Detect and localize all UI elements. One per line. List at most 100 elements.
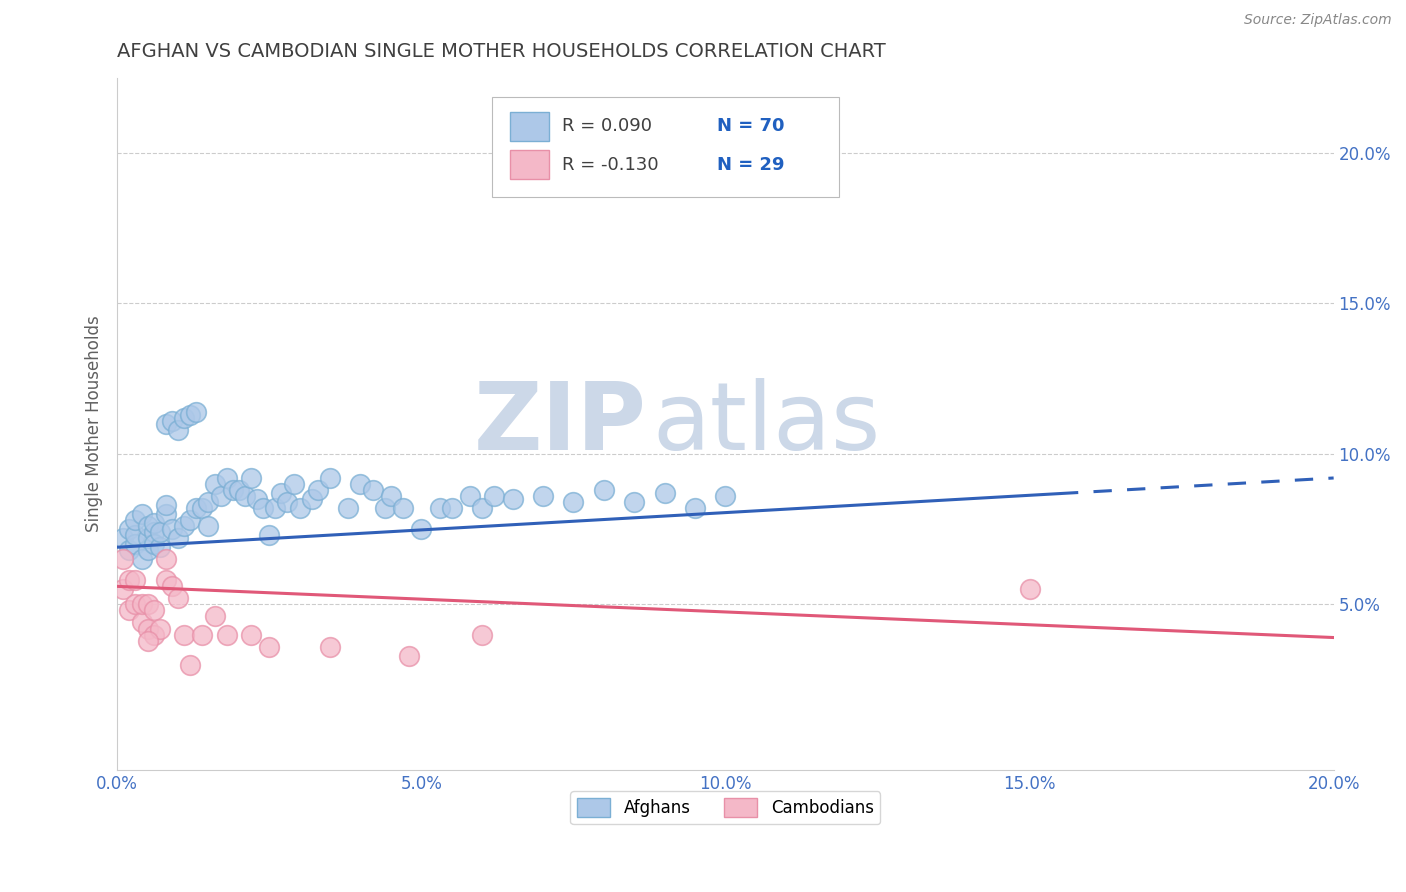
Point <box>131 615 153 630</box>
Point <box>623 495 645 509</box>
Point <box>124 537 146 551</box>
Point <box>142 525 165 540</box>
Point <box>131 598 153 612</box>
Point <box>361 483 384 497</box>
Text: R = -0.130: R = -0.130 <box>562 156 659 174</box>
Point <box>264 501 287 516</box>
Point <box>197 519 219 533</box>
Point <box>160 522 183 536</box>
Point <box>429 501 451 516</box>
Point <box>173 519 195 533</box>
Text: AFGHAN VS CAMBODIAN SINGLE MOTHER HOUSEHOLDS CORRELATION CHART: AFGHAN VS CAMBODIAN SINGLE MOTHER HOUSEH… <box>117 42 886 61</box>
Point <box>683 501 706 516</box>
Point <box>270 486 292 500</box>
Point <box>240 627 263 641</box>
Point <box>531 489 554 503</box>
Point <box>471 501 494 516</box>
Y-axis label: Single Mother Households: Single Mother Households <box>86 316 103 533</box>
Point <box>173 410 195 425</box>
Point <box>398 648 420 663</box>
Point <box>149 525 172 540</box>
Legend: Afghans, Cambodians: Afghans, Cambodians <box>571 791 880 824</box>
Point <box>136 598 159 612</box>
Point <box>155 507 177 521</box>
Text: N = 70: N = 70 <box>717 117 785 135</box>
Point <box>160 414 183 428</box>
Point <box>197 495 219 509</box>
Point <box>307 483 329 497</box>
Text: atlas: atlas <box>652 378 880 470</box>
Point <box>252 501 274 516</box>
Point <box>257 640 280 654</box>
Point <box>142 516 165 530</box>
Point <box>118 522 141 536</box>
Point <box>142 603 165 617</box>
Point <box>136 622 159 636</box>
Point <box>228 483 250 497</box>
Point <box>1018 582 1040 597</box>
Point <box>411 522 433 536</box>
Point <box>204 609 226 624</box>
Point <box>301 491 323 506</box>
Point <box>215 627 238 641</box>
Point <box>179 657 201 672</box>
Point <box>155 574 177 588</box>
FancyBboxPatch shape <box>492 97 838 197</box>
Point <box>215 471 238 485</box>
Point <box>233 489 256 503</box>
Point <box>240 471 263 485</box>
Point <box>222 483 245 497</box>
Point <box>124 574 146 588</box>
Point <box>191 627 214 641</box>
Point <box>319 640 342 654</box>
Point <box>186 501 208 516</box>
Point <box>167 423 190 437</box>
Point <box>160 579 183 593</box>
Point <box>173 627 195 641</box>
Point <box>288 501 311 516</box>
Point <box>276 495 298 509</box>
Point <box>142 537 165 551</box>
Point <box>283 477 305 491</box>
Point <box>142 627 165 641</box>
Point <box>562 495 585 509</box>
Point <box>179 513 201 527</box>
Point <box>374 501 396 516</box>
Point <box>458 489 481 503</box>
Point <box>155 498 177 512</box>
Point <box>319 471 342 485</box>
Text: ZIP: ZIP <box>474 378 647 470</box>
Point <box>471 627 494 641</box>
Point <box>714 489 737 503</box>
Point <box>246 491 269 506</box>
Point <box>440 501 463 516</box>
Point <box>136 543 159 558</box>
Point <box>112 582 135 597</box>
Point <box>654 486 676 500</box>
Point <box>136 633 159 648</box>
Point <box>380 489 402 503</box>
Point <box>136 519 159 533</box>
Text: Source: ZipAtlas.com: Source: ZipAtlas.com <box>1244 13 1392 28</box>
Point <box>337 501 360 516</box>
Bar <box>510 112 548 141</box>
Point <box>112 552 135 566</box>
Point <box>124 513 146 527</box>
Point <box>592 483 614 497</box>
Point <box>124 528 146 542</box>
Point <box>112 531 135 545</box>
Text: R = 0.090: R = 0.090 <box>562 117 652 135</box>
Point <box>118 543 141 558</box>
Point <box>392 501 415 516</box>
Point <box>118 603 141 617</box>
Bar <box>510 150 548 179</box>
Point <box>131 552 153 566</box>
Point <box>124 598 146 612</box>
Point <box>155 417 177 431</box>
Point <box>155 552 177 566</box>
Point <box>484 489 506 503</box>
Point <box>209 489 232 503</box>
Point <box>257 528 280 542</box>
Point <box>502 491 524 506</box>
Point <box>186 405 208 419</box>
